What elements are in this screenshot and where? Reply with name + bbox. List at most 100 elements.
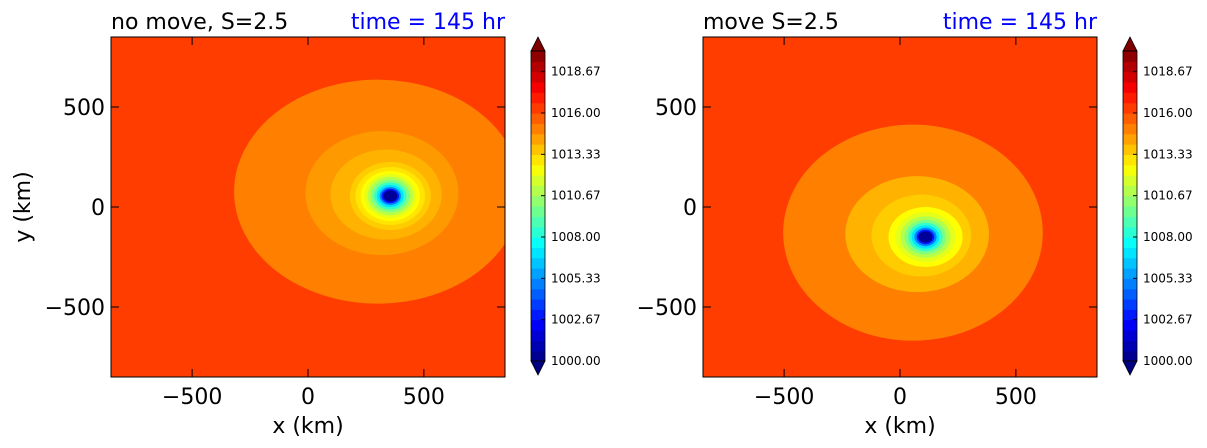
- colorbar-segment: [1123, 123, 1137, 135]
- colorbar-segment: [531, 288, 545, 300]
- x-tick-label: −500: [754, 385, 814, 410]
- colorbar-segment: [531, 51, 545, 62]
- colorbar-segment: [1123, 257, 1137, 269]
- colorbar-tick-label: 1013.33: [1143, 147, 1193, 161]
- colorbar-segment: [531, 340, 545, 352]
- y-tick-label: −500: [637, 296, 697, 321]
- colorbar-extend-min: [1122, 360, 1138, 376]
- chart-panel-move: −500 0 500 500 0 −500 move S=2.5 time = 145 h…: [637, 10, 1098, 439]
- colorbar-segment: [1123, 319, 1137, 331]
- y-axis-label: y (km): [11, 171, 36, 242]
- colorbar: 1000.00 1002.67 1005.33 1008.00 1010.67 1013.…: [530, 36, 601, 376]
- colorbar-segment: [531, 299, 545, 310]
- colorbar-segment: [1123, 102, 1137, 114]
- colorbar-tick-label: 1016.00: [1143, 106, 1193, 120]
- colorbar-tick-label: 1013.33: [551, 147, 601, 161]
- time-label: time = 145 hr: [351, 10, 506, 35]
- colorbar-segment: [531, 154, 545, 166]
- colorbar-segment: [531, 309, 545, 321]
- colorbar-segment: [531, 133, 545, 145]
- chart-title: move S=2.5: [703, 10, 839, 35]
- colorbar-segment: [531, 319, 545, 331]
- colorbar-segment: [1123, 340, 1137, 352]
- colorbar-segment: [1123, 350, 1137, 362]
- colorbar-segment: [531, 257, 545, 269]
- colorbar-segment: [531, 71, 545, 83]
- colorbar-tick-label: 1018.67: [1143, 65, 1193, 79]
- colorbar-segment: [531, 102, 545, 114]
- x-tick-label: 0: [301, 385, 315, 410]
- colorbar-extend-max: [1122, 36, 1138, 52]
- colorbar-segment: [1123, 288, 1137, 300]
- y-tick-label: 500: [63, 96, 105, 121]
- colorbar-segment: [1123, 175, 1137, 186]
- colorbar-segment: [1123, 133, 1137, 145]
- colorbar-tick-label: 1000.00: [1143, 354, 1193, 368]
- chart-title: no move, S=2.5: [111, 10, 288, 35]
- colorbar-segment: [1123, 268, 1137, 279]
- x-tick-label: 500: [995, 385, 1037, 410]
- time-label: time = 145 hr: [943, 10, 1098, 35]
- colorbar-segment: [1123, 185, 1137, 197]
- colorbar-tick-label: 1005.33: [1143, 271, 1193, 285]
- y-tick-label: 500: [655, 96, 697, 121]
- colorbar-segment: [1123, 61, 1137, 73]
- contour-level-1000-5: [383, 190, 398, 202]
- chart-panel-no-move: −500 0 500 500 0 −500 no move, S=2.5 time = 1…: [11, 10, 506, 439]
- colorbar-segment: [531, 175, 545, 186]
- colorbar-extend-max: [530, 36, 546, 52]
- colorbar-frame: [530, 50, 546, 362]
- colorbar-segment: [1123, 309, 1137, 321]
- colorbar-tick-label: 1018.67: [551, 65, 601, 79]
- colorbar-segment: [531, 164, 545, 176]
- colorbar-segment: [1123, 299, 1137, 310]
- axis-ticks: −500 0 500 500 0 −500: [45, 37, 505, 410]
- colorbar-frame: [1122, 50, 1138, 362]
- colorbar-segment: [1123, 92, 1137, 104]
- colorbar-segment: [531, 195, 545, 207]
- colorbar-segment: [531, 268, 545, 279]
- colorbar-tick-label: 1000.00: [551, 354, 601, 368]
- colorbar-tick-label: 1016.00: [551, 106, 601, 120]
- colorbar-segment: [1123, 154, 1137, 166]
- colorbar-segment: [531, 123, 545, 135]
- y-tick-label: 0: [91, 196, 105, 221]
- colorbar-segment: [531, 278, 545, 290]
- axis-ticks: −500 0 500 500 0 −500: [637, 37, 1097, 410]
- x-tick-label: −500: [162, 385, 222, 410]
- colorbar-tick-label: 1005.33: [551, 271, 601, 285]
- contour-level-1000-5: [918, 231, 933, 243]
- colorbar-segment: [531, 92, 545, 104]
- colorbar-segment: [531, 226, 545, 238]
- colorbar-tick-label: 1002.67: [551, 313, 601, 327]
- colorbar-segment: [1123, 206, 1137, 217]
- colorbar-segment: [531, 61, 545, 73]
- colorbar-tick-label: 1008.00: [551, 230, 601, 244]
- colorbar-tick-label: 1010.67: [551, 189, 601, 203]
- colorbar-segment: [1123, 164, 1137, 176]
- colorbar-segment: [531, 185, 545, 197]
- colorbar-tick-label: 1010.67: [1143, 189, 1193, 203]
- colorbar-tick-label: 1008.00: [1143, 230, 1193, 244]
- colorbar-segment: [531, 247, 545, 259]
- colorbar-segment: [1123, 82, 1137, 93]
- colorbar-segment: [1123, 237, 1137, 248]
- colorbar-segment: [1123, 71, 1137, 83]
- colorbar: 1000.00 1002.67 1005.33 1008.00 1010.67 1013.…: [1122, 36, 1193, 376]
- colorbar-segment: [1123, 51, 1137, 62]
- x-axis-label: x (km): [864, 414, 935, 439]
- pressure-field: [703, 37, 1097, 377]
- colorbar-segment: [1123, 330, 1137, 341]
- y-tick-label: −500: [45, 296, 105, 321]
- colorbar-segment: [531, 113, 545, 124]
- colorbar-segment: [1123, 216, 1137, 228]
- colorbar-segment: [1123, 113, 1137, 124]
- colorbar-segment: [531, 350, 545, 362]
- y-tick-label: 0: [683, 196, 697, 221]
- x-tick-label: 500: [403, 385, 445, 410]
- colorbar-segment: [1123, 247, 1137, 259]
- colorbar-segment: [1123, 226, 1137, 238]
- colorbar-tick-label: 1002.67: [1143, 313, 1193, 327]
- colorbar-segment: [531, 82, 545, 93]
